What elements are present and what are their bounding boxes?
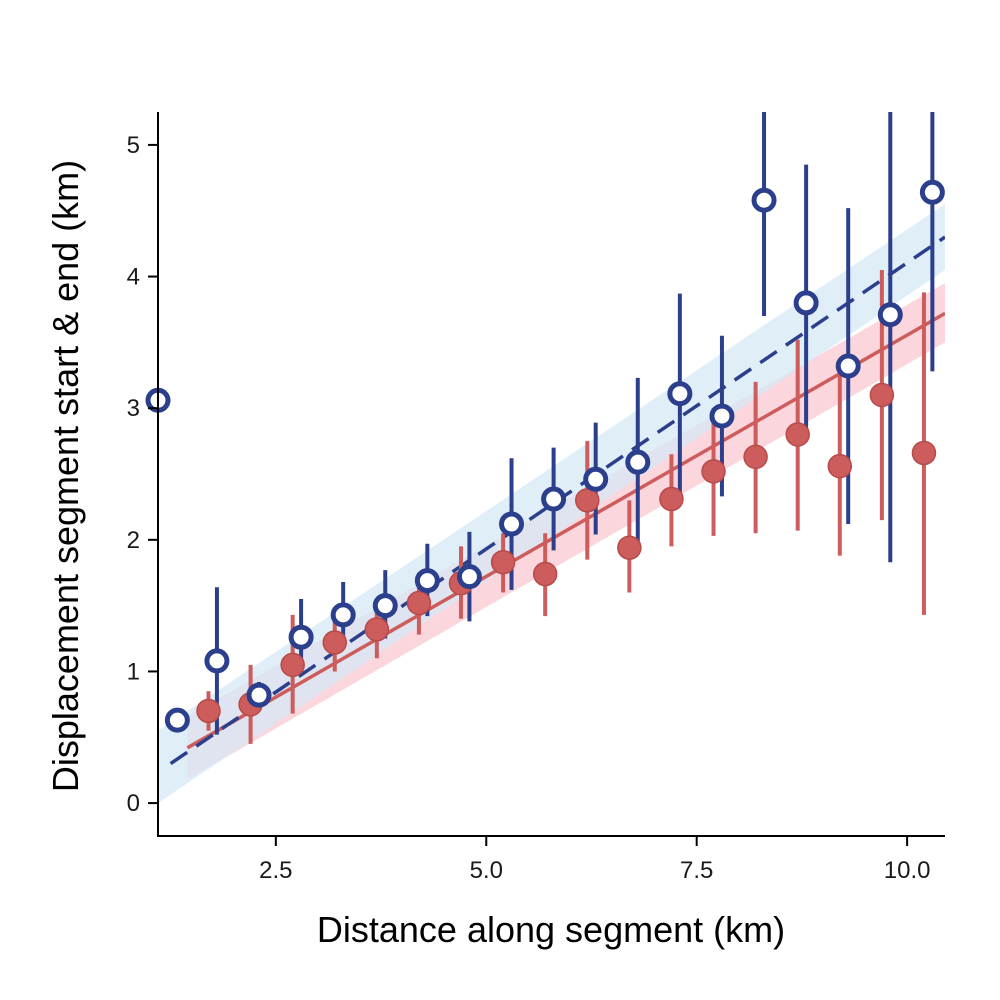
x-tick-label-0: 2.5	[259, 857, 292, 884]
data-point-1-4	[288, 624, 314, 650]
data-point-1-13	[667, 381, 693, 407]
data-point-1-19	[919, 179, 945, 205]
data-point-0-16	[869, 382, 895, 408]
data-point-1-8	[456, 564, 482, 590]
data-point-1-18	[877, 302, 903, 328]
data-point-0-3	[322, 630, 348, 655]
data-point-1-16	[793, 290, 819, 316]
axes	[157, 112, 945, 837]
data-point-1-2	[204, 648, 230, 674]
data-point-1-9	[499, 511, 525, 537]
data-points	[145, 179, 945, 733]
x-tick-label-1: 5.0	[470, 857, 503, 884]
data-point-0-8	[532, 561, 558, 587]
x-tick-label-3: 10.0	[884, 857, 931, 884]
data-point-0-5	[406, 590, 432, 616]
error-bars	[175, 112, 935, 744]
y-tick-label-2: 2	[127, 527, 140, 554]
data-point-1-3	[246, 682, 272, 708]
data-point-0-17	[911, 440, 937, 466]
x-ticks: 2.5 5.0 7.5 10.0	[259, 836, 930, 884]
data-point-1-10	[541, 486, 567, 512]
data-point-0-9	[575, 488, 600, 513]
y-tick-label-0: 0	[127, 790, 140, 817]
data-point-1-6	[372, 593, 398, 619]
data-point-1-7	[414, 568, 440, 594]
data-point-0-13	[743, 444, 768, 470]
data-point-0-14	[785, 422, 810, 447]
data-point-1-15	[751, 187, 777, 213]
data-point-0-7	[490, 549, 516, 575]
data-point-0-10	[617, 535, 642, 560]
x-tick-label-2: 7.5	[680, 857, 713, 884]
data-point-1-5	[330, 602, 356, 628]
data-point-0-0	[196, 698, 221, 724]
data-point-1-14	[709, 403, 735, 429]
data-point-1-1	[164, 707, 190, 733]
data-point-1-17	[835, 353, 861, 379]
x-axis-title: Distance along segment (km)	[317, 909, 785, 950]
data-point-0-2	[280, 652, 305, 678]
y-tick-label-4: 4	[127, 264, 140, 291]
y-tick-label-5: 5	[127, 132, 140, 159]
data-point-1-12	[625, 449, 651, 475]
data-point-0-4	[364, 617, 390, 642]
fit-line-0	[186, 311, 945, 750]
data-point-0-15	[827, 453, 853, 479]
data-point-0-12	[701, 459, 726, 484]
y-axis-title: Displacement segment start & end (km)	[45, 160, 86, 792]
data-point-1-11	[583, 466, 609, 492]
y-tick-label-1: 1	[127, 658, 140, 685]
y-tick-label-3: 3	[127, 395, 140, 422]
y-ticks: 0 1 2 3 4 5	[127, 132, 158, 817]
data-point-0-11	[659, 486, 684, 512]
